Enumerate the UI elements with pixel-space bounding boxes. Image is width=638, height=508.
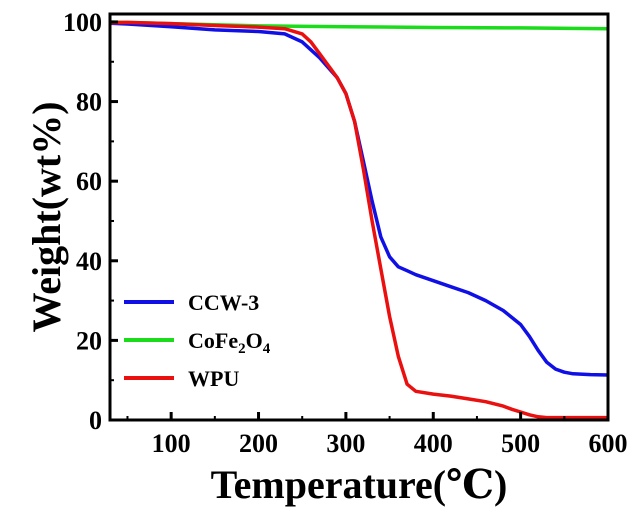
series-layer [109, 20, 609, 420]
y-tick-label-40: 40 [76, 247, 102, 276]
legend-label-wpu-text: WPU [188, 366, 239, 391]
y-tick-label-20: 20 [76, 326, 102, 355]
legend-label-cofe2o4-sub2: 4 [263, 341, 271, 357]
plot-frame [108, 12, 610, 422]
legend: CCW-3 CoFe2O4 WPU [124, 290, 271, 391]
legend-label-cofe2o4: CoFe2O4 [188, 328, 271, 357]
legend-label-wpu: WPU [188, 366, 239, 391]
y-tick-label-60: 60 [76, 167, 102, 196]
legend-label-ccw-3-text: CCW-3 [188, 290, 259, 315]
legend-label-cofe2o4-sub1: 2 [238, 341, 246, 357]
ticks-layer: 100 200 300 400 500 600 0 20 40 60 80 100 [63, 8, 628, 458]
y-axis-title: Weight(wt%) [24, 101, 69, 332]
series-line-wpu [109, 20, 608, 420]
x-axis-title: Temperature(℃) [211, 462, 508, 507]
y-tick-label-80: 80 [76, 88, 102, 117]
x-tick-label-100: 100 [152, 429, 191, 458]
x-tick-label-500: 500 [501, 429, 540, 458]
x-tick-label-600: 600 [589, 429, 628, 458]
legend-label-cofe2o4-mid: O [246, 328, 263, 353]
x-tick-label-400: 400 [414, 429, 453, 458]
y-tick-label-0: 0 [89, 406, 102, 435]
x-tick-label-200: 200 [239, 429, 278, 458]
series-line-ccw-3 [109, 21, 609, 377]
x-tick-label-300: 300 [326, 429, 365, 458]
legend-label-cofe2o4-main: CoFe [188, 328, 238, 353]
legend-label-ccw-3: CCW-3 [188, 290, 259, 315]
y-tick-label-100: 100 [63, 8, 102, 37]
